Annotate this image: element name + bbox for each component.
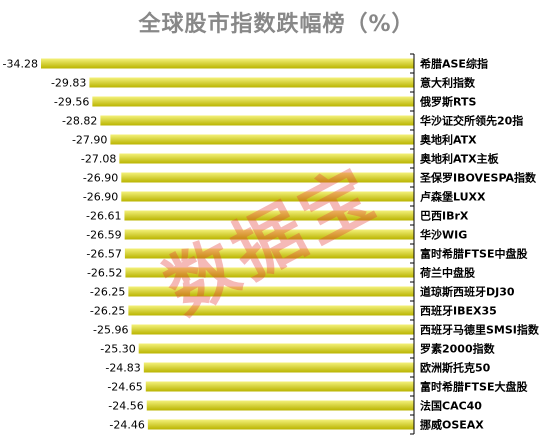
bar-19 bbox=[147, 419, 414, 430]
value-label: -24.65 bbox=[107, 381, 142, 394]
bar-11 bbox=[125, 267, 415, 278]
bar-7 bbox=[121, 191, 414, 202]
chart-title: 全球股市指数跌幅榜（%） bbox=[138, 12, 415, 37]
value-label: -26.59 bbox=[86, 229, 121, 242]
bar-12 bbox=[128, 286, 414, 297]
bar-6 bbox=[121, 172, 414, 183]
category-label: 卢森堡LUXX bbox=[420, 190, 486, 204]
category-label: 奥地利ATX bbox=[419, 133, 477, 147]
value-label: -34.28 bbox=[3, 58, 38, 71]
value-label: -26.90 bbox=[83, 172, 118, 185]
category-label: 巴西IBrX bbox=[420, 210, 469, 223]
bar-18 bbox=[146, 400, 414, 411]
category-label: 欧洲斯托克50 bbox=[420, 361, 491, 375]
category-label: 俄罗斯RTS bbox=[419, 95, 476, 109]
value-label: -26.25 bbox=[90, 286, 125, 299]
category-label: 西班牙IBEX35 bbox=[420, 304, 497, 318]
bar-13 bbox=[128, 305, 414, 316]
category-label: 法国CAC40 bbox=[420, 399, 482, 413]
value-label: -25.96 bbox=[93, 324, 128, 337]
bar-0 bbox=[41, 58, 414, 69]
category-label: 道琼斯西班牙DJ30 bbox=[420, 285, 515, 299]
category-label: 罗素2000指数 bbox=[420, 342, 496, 356]
bar-16 bbox=[143, 362, 414, 373]
category-label: 华沙WIG bbox=[420, 228, 467, 242]
value-label: -27.08 bbox=[81, 153, 116, 166]
value-label: -26.61 bbox=[86, 210, 121, 223]
category-label: 奥地利ATX主板 bbox=[419, 152, 500, 166]
bar-17 bbox=[145, 381, 414, 392]
category-label: 富时希腊FTSE大盘股 bbox=[420, 380, 528, 394]
value-label: -25.30 bbox=[100, 343, 135, 356]
category-label: 荷兰中盘股 bbox=[419, 266, 476, 280]
bar-9 bbox=[124, 229, 414, 240]
bar-5 bbox=[119, 153, 415, 164]
category-label: 华沙证交所领先20指 bbox=[420, 114, 523, 128]
value-label: -26.25 bbox=[90, 305, 125, 318]
value-label: -24.56 bbox=[108, 400, 143, 413]
bar-2 bbox=[92, 96, 415, 107]
category-label: 意大利指数 bbox=[420, 76, 476, 90]
bar-10 bbox=[124, 248, 414, 259]
category-label: 富时希腊FTSE中盘股 bbox=[420, 247, 528, 261]
value-label: -27.90 bbox=[72, 134, 107, 147]
value-label: -26.57 bbox=[86, 248, 121, 261]
value-label: -28.82 bbox=[62, 115, 97, 128]
bar-1 bbox=[89, 77, 415, 88]
category-label: 挪威OSEAX bbox=[420, 418, 484, 432]
bar-4 bbox=[110, 134, 414, 145]
value-label: -29.56 bbox=[54, 96, 89, 109]
bar-15 bbox=[138, 343, 415, 354]
category-label: 圣保罗IBOVESPA指数 bbox=[419, 171, 537, 185]
value-label: -29.83 bbox=[51, 77, 86, 90]
value-label: -26.90 bbox=[83, 191, 118, 204]
value-label: -24.83 bbox=[105, 362, 140, 375]
bar-3 bbox=[100, 115, 414, 126]
value-label: -24.46 bbox=[109, 419, 144, 432]
category-label: 西班牙马德里SMSI指数 bbox=[420, 323, 540, 337]
bar-8 bbox=[124, 210, 414, 221]
value-label: -26.52 bbox=[87, 267, 122, 280]
category-label: 希腊ASE综指 bbox=[419, 57, 488, 71]
bar-14 bbox=[131, 324, 414, 335]
